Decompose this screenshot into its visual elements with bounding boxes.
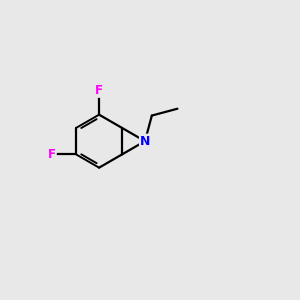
Text: S: S (140, 135, 149, 148)
Text: N: N (140, 135, 150, 148)
Text: F: F (95, 84, 103, 97)
Text: F: F (48, 148, 56, 161)
